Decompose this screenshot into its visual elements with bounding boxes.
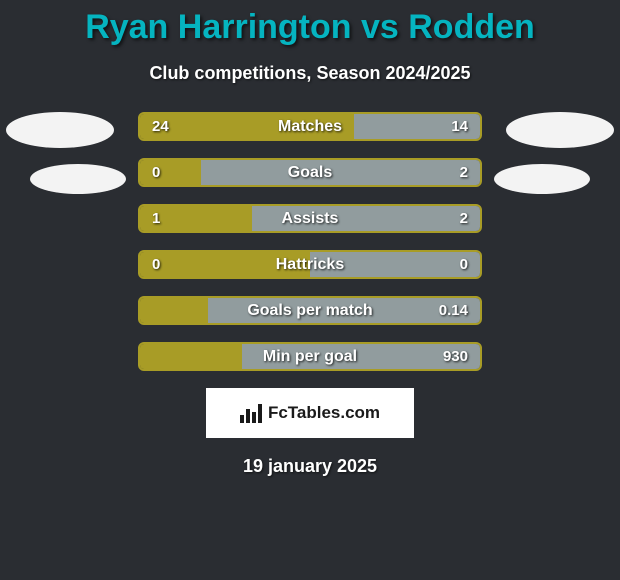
stat-value-left: 1 — [150, 206, 162, 231]
stat-value-right: 0 — [458, 252, 470, 277]
stat-row: 0 0Hattricks — [138, 250, 482, 279]
stat-value-left: 24 — [150, 114, 171, 139]
stat-value-right: 2 — [458, 206, 470, 231]
stat-row: 1 2Assists — [138, 204, 482, 233]
stat-label: Matches — [140, 114, 480, 139]
stat-value-left: 0 — [150, 160, 162, 185]
stat-row: 930Min per goal — [138, 342, 482, 371]
fctables-icon — [240, 403, 262, 423]
comparison-subtitle: Club competitions, Season 2024/2025 — [0, 63, 620, 84]
player-right-badge — [506, 112, 614, 148]
stat-label: Assists — [140, 206, 480, 231]
stat-value-right: 14 — [449, 114, 470, 139]
stat-value-right: 2 — [458, 160, 470, 185]
stat-label: Goals per match — [140, 298, 480, 323]
stat-row: 0 2Goals — [138, 158, 482, 187]
stat-bars: 2414Matches02Goals12Assists00Hattricks0.… — [138, 112, 482, 371]
player-left-badge — [6, 112, 114, 148]
comparison-title: Ryan Harrington vs Rodden — [0, 0, 620, 47]
stat-label: Hattricks — [140, 252, 480, 277]
stat-value-right: 0.14 — [437, 298, 470, 323]
attribution-box: FcTables.com — [206, 388, 414, 438]
stat-row: 24 14Matches — [138, 112, 482, 141]
stat-label: Min per goal — [140, 344, 480, 369]
stat-value-left: 0 — [150, 252, 162, 277]
team-right-badge — [494, 164, 590, 194]
team-left-badge — [30, 164, 126, 194]
attribution-text: FcTables.com — [268, 403, 380, 423]
stat-label: Goals — [140, 160, 480, 185]
snapshot-date: 19 january 2025 — [10, 456, 610, 477]
content-area: 2414Matches02Goals12Assists00Hattricks0.… — [0, 112, 620, 477]
stat-value-right: 930 — [441, 344, 470, 369]
stat-row: 0.14Goals per match — [138, 296, 482, 325]
